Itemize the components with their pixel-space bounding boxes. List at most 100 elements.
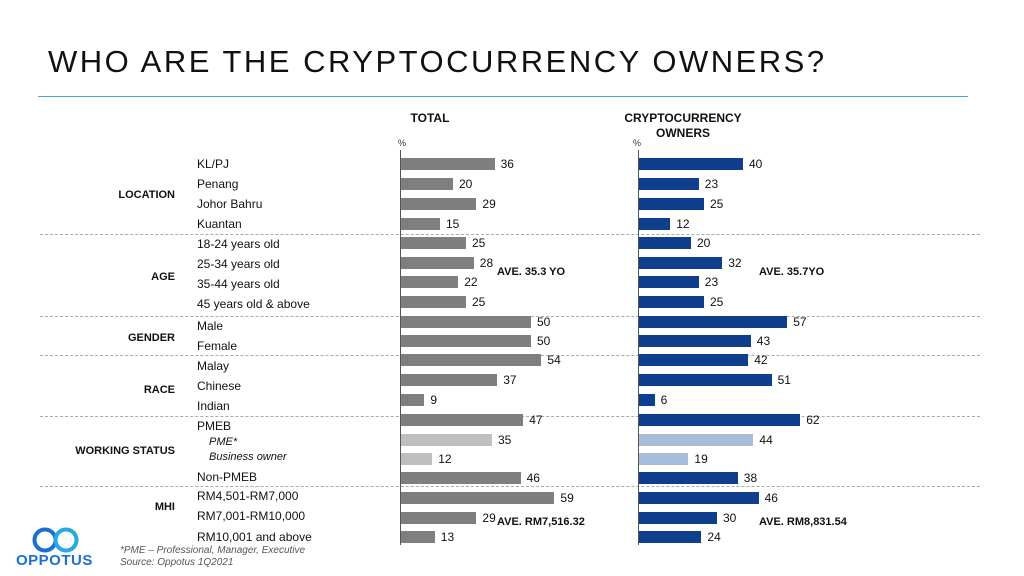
- row-label-18-24-years-old: 18-24 years old: [197, 237, 280, 251]
- total-value-johor-bahru: 29: [482, 197, 496, 211]
- crypto-bar-rm10-001-and-above: [639, 531, 702, 543]
- group-age: AGE: [151, 271, 175, 283]
- total-value-kuantan: 15: [446, 217, 460, 231]
- total-value-chinese: 37: [503, 373, 517, 387]
- total-value-indian: 9: [430, 393, 438, 407]
- total-bar-rm10-001-and-above: [401, 531, 435, 543]
- crypto-bar-penang: [639, 178, 699, 190]
- row-label-35-44-years-old: 35-44 years old: [197, 277, 280, 291]
- logo-text: OPPOTUS: [16, 552, 93, 569]
- crypto-bar-business-owner: [639, 453, 689, 465]
- total-bar-45-years-old-above: [401, 296, 466, 308]
- crypto-value-kl-pj: 40: [749, 157, 763, 171]
- total-value-rm7-001-rm10-000: 29: [482, 511, 496, 525]
- oppotus-logo-icon: [32, 527, 79, 553]
- total-value-female: 50: [537, 334, 551, 348]
- row-label-chinese: Chinese: [197, 379, 242, 393]
- crypto-value-business-owner: 19: [694, 452, 708, 466]
- footnote: *PME – Professional, Manager, Executive: [120, 545, 306, 556]
- total-bar-rm4-501-rm7-000: [401, 492, 555, 504]
- total-value-penang: 20: [459, 177, 473, 191]
- crypto-bar-malay: [639, 354, 749, 366]
- crypto-column-header-line1: CRYPTOCURRENCY: [624, 111, 742, 125]
- total-axis-line: [400, 150, 401, 545]
- row-label-malay: Malay: [197, 359, 230, 373]
- total-bar-female: [401, 335, 531, 347]
- crypto-value-female: 43: [756, 334, 771, 348]
- crypto-bar-rm4-501-rm7-000: [639, 492, 759, 504]
- total-column-header: TOTAL: [410, 111, 450, 125]
- row-label-pmeb: PMEB: [197, 419, 232, 433]
- total-bar-business-owner: [401, 453, 433, 465]
- crypto-value-male: 57: [793, 315, 807, 329]
- crypto-bar-pme: [639, 434, 754, 446]
- source-note: Source: Oppotus 1Q2021: [120, 557, 234, 568]
- total-value-pme: 35: [498, 433, 512, 447]
- row-label-penang: Penang: [197, 177, 239, 191]
- crypto-value-rm4-501-rm7-000: 46: [764, 491, 778, 505]
- crypto-column-header: CRYPTOCURRENCY OWNERS: [598, 111, 768, 141]
- group-location: LOCATION: [118, 189, 175, 201]
- crypto-value-indian: 6: [660, 393, 668, 407]
- total-value-45-years-old-above: 25: [472, 295, 486, 309]
- row-label-rm10-001-and-above: RM10,001 and above: [197, 530, 312, 544]
- crypto-value-rm10-001-and-above: 24: [707, 530, 721, 544]
- crypto-age-average: AVE. 35.7YO: [759, 266, 825, 278]
- crypto-value-non-pmeb: 38: [743, 471, 758, 485]
- total-value-male: 50: [537, 315, 551, 329]
- separator-working-mhi: [40, 486, 980, 487]
- total-bar-chinese: [401, 374, 498, 386]
- row-label-kuantan: Kuantan: [197, 217, 242, 231]
- total-bar-malay: [401, 354, 542, 366]
- row-label-rm4-501-rm7-000: RM4,501-RM7,000: [197, 489, 299, 503]
- row-label-45-years-old-above: 45 years old & above: [197, 297, 310, 311]
- row-label-rm7-001-rm10-000: RM7,001-RM10,000: [197, 509, 306, 523]
- total-value-35-44-years-old: 22: [464, 275, 478, 289]
- crypto-value-kuantan: 12: [676, 217, 690, 231]
- separator-location-age: [40, 234, 980, 235]
- crypto-value-johor-bahru: 25: [710, 197, 724, 211]
- row-label-indian: Indian: [197, 399, 230, 413]
- total-value-business-owner: 12: [438, 452, 452, 466]
- row-label-johor-bahru: Johor Bahru: [197, 197, 263, 211]
- crypto-bar-18-24-years-old: [639, 237, 691, 249]
- crypto-bar-pmeb: [639, 414, 801, 426]
- crypto-bar-kl-pj: [639, 158, 743, 170]
- crypto-bar-45-years-old-above: [639, 296, 704, 308]
- row-label-business-owner: Business owner: [209, 451, 287, 463]
- title-underline: [38, 96, 968, 97]
- crypto-value-pmeb: 62: [806, 413, 820, 427]
- total-bar-pme: [401, 434, 492, 446]
- crypto-bar-chinese: [639, 374, 772, 386]
- total-value-pmeb: 47: [529, 413, 543, 427]
- crypto-mhi-average: AVE. RM8,831.54: [759, 516, 847, 528]
- total-bar-kuantan: [401, 218, 440, 230]
- total-value-25-34-years-old: 28: [479, 256, 494, 270]
- crypto-value-35-44-years-old: 23: [704, 275, 719, 289]
- total-bar-indian: [401, 394, 425, 406]
- page-title: WHO ARE THE CRYPTOCURRENCY OWNERS?: [48, 44, 827, 79]
- crypto-bar-female: [639, 335, 751, 347]
- crypto-percent-unit: %: [633, 138, 642, 148]
- crypto-bar-rm7-001-rm10-000: [639, 512, 717, 524]
- crypto-column-header-line2: OWNERS: [656, 126, 710, 140]
- row-label-male: Male: [197, 319, 224, 333]
- crypto-value-malay: 42: [754, 353, 768, 367]
- total-value-rm4-501-rm7-000: 59: [560, 491, 574, 505]
- total-bar-18-24-years-old: [401, 237, 466, 249]
- group-working-status: WORKING STATUS: [75, 445, 175, 457]
- total-bar-male: [401, 316, 531, 328]
- crypto-value-pme: 44: [759, 433, 773, 447]
- group-gender: GENDER: [127, 332, 175, 344]
- total-value-non-pmeb: 46: [526, 471, 540, 485]
- crypto-value-45-years-old-above: 25: [710, 295, 724, 309]
- crypto-value-chinese: 51: [777, 373, 791, 387]
- crypto-bar-35-44-years-old: [639, 276, 699, 288]
- row-label-pme: PME*: [209, 436, 238, 448]
- row-label-kl-pj: KL/PJ: [197, 157, 230, 171]
- crypto-value-rm7-001-rm10-000: 30: [723, 511, 737, 525]
- crypto-bar-25-34-years-old: [639, 257, 723, 269]
- total-bar-non-pmeb: [401, 472, 521, 484]
- total-value-rm10-001-and-above: 13: [440, 530, 455, 544]
- row-label-non-pmeb: Non-PMEB: [197, 470, 258, 484]
